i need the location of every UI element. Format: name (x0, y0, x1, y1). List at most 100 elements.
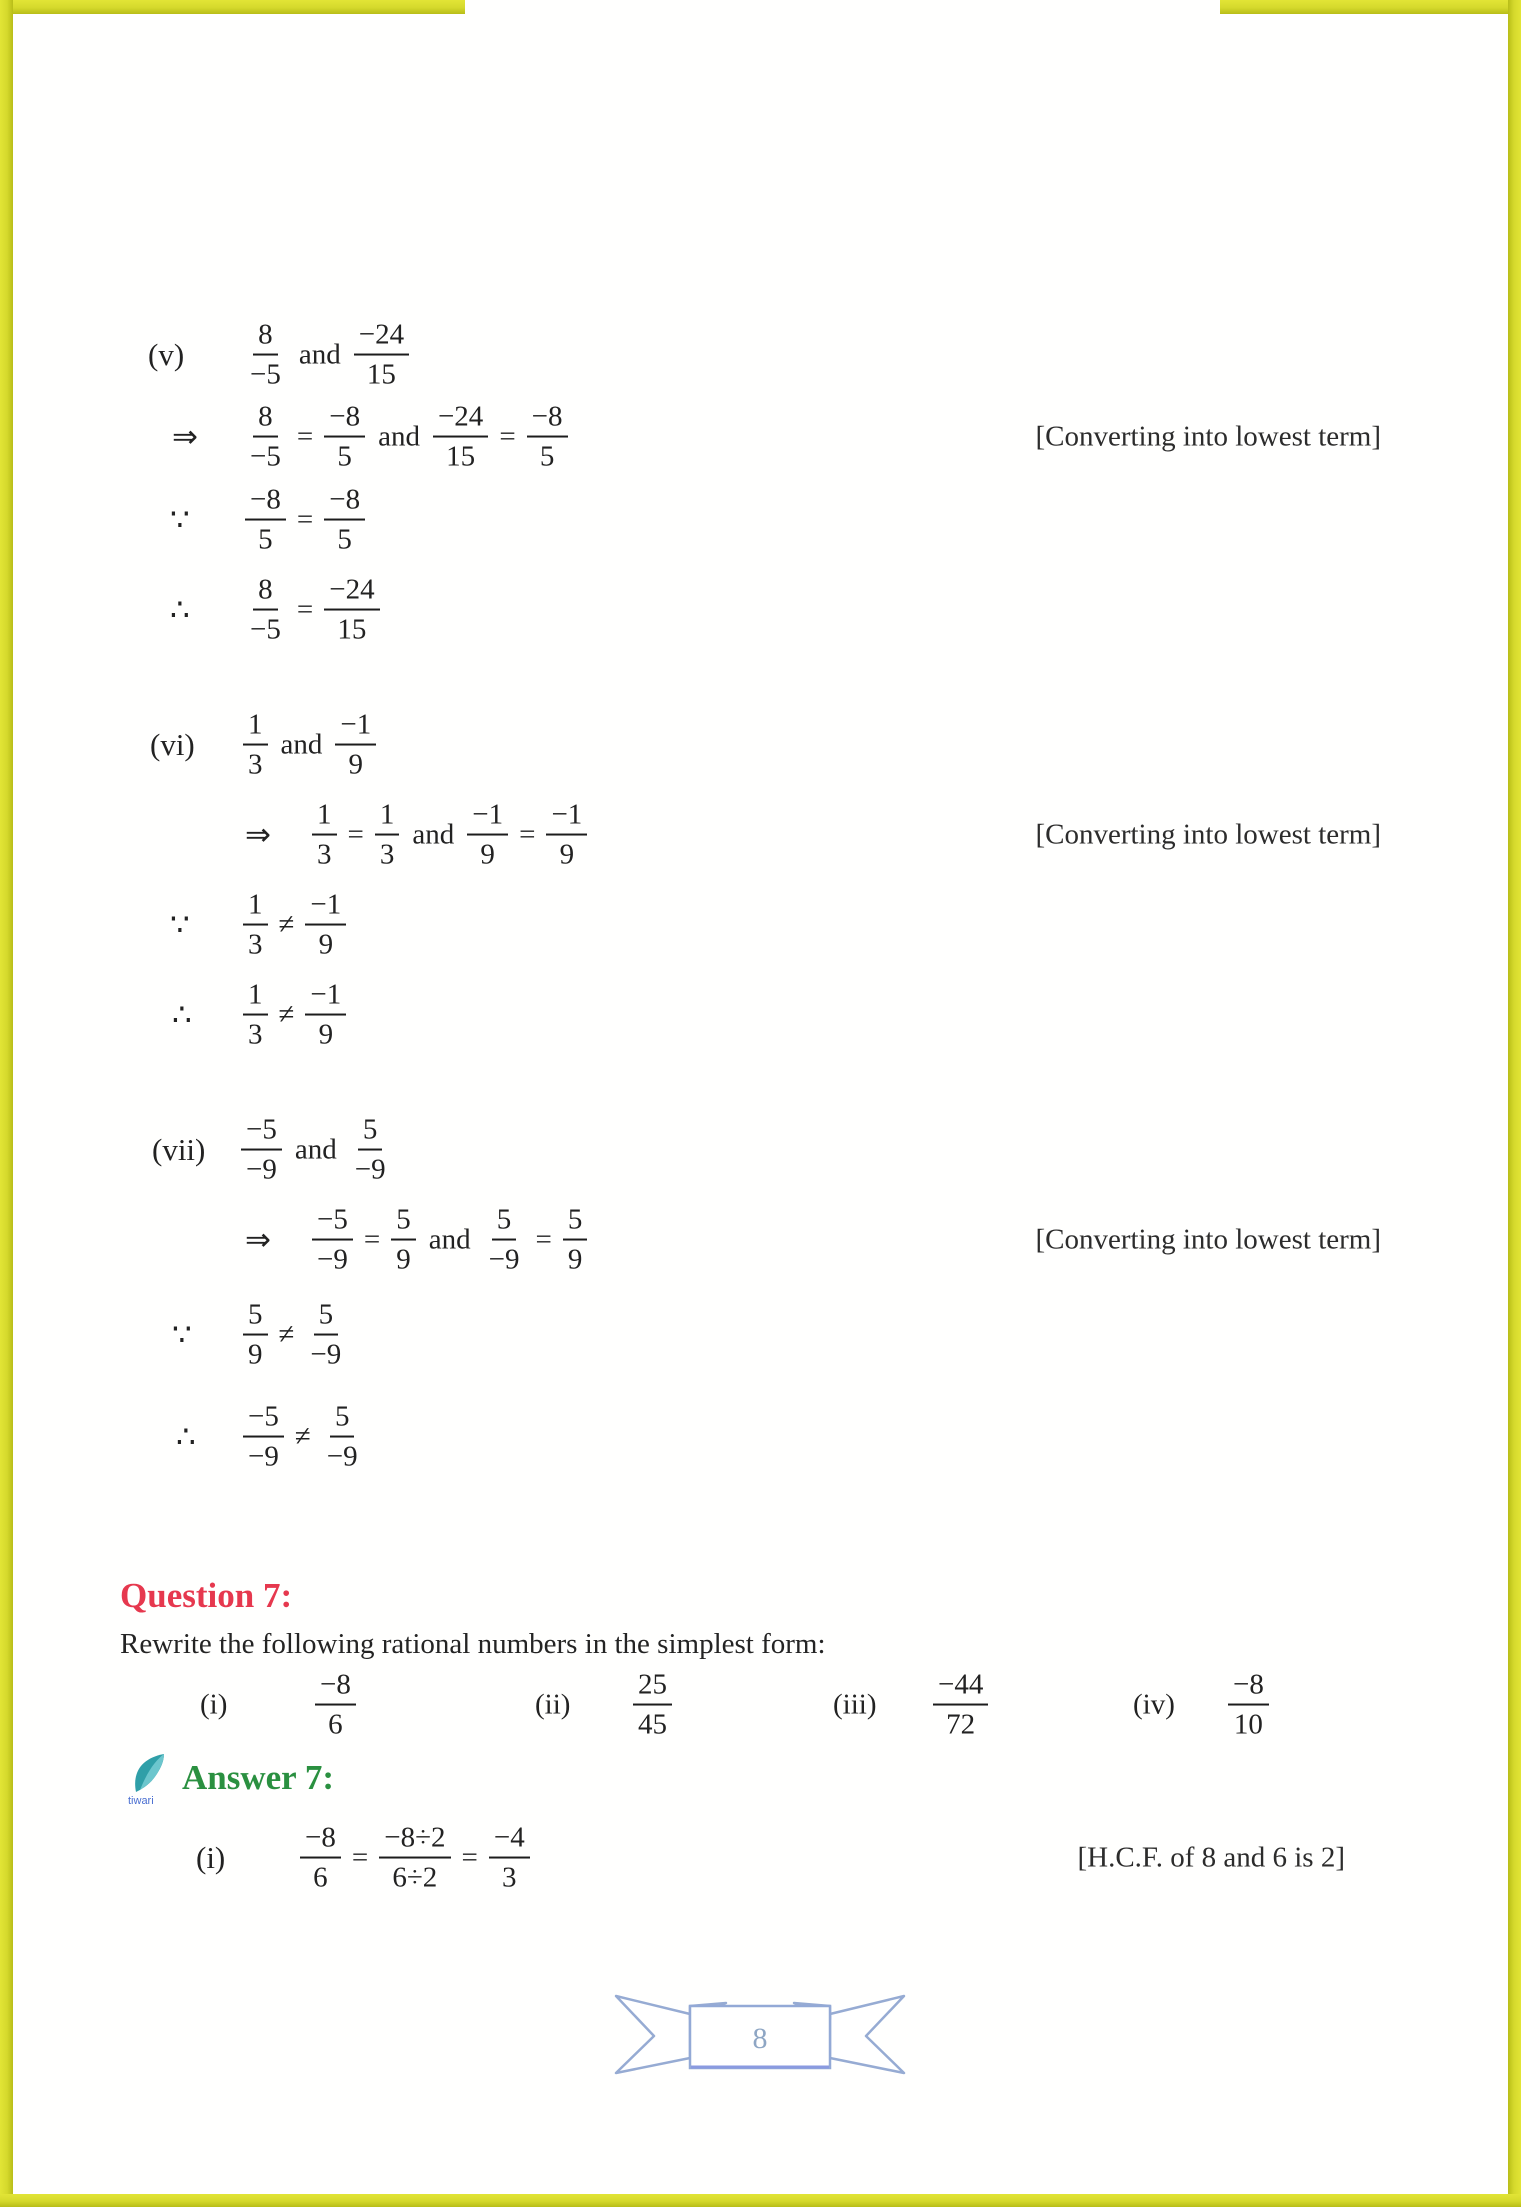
row-content: −5 −9 ≠ 5 −9 (243, 1401, 363, 1474)
fraction-denominator: 3 (502, 1862, 517, 1894)
page-border-top-left (0, 0, 465, 14)
operator: = (296, 420, 314, 453)
fraction-numerator: −5 (241, 1114, 282, 1151)
fraction-denominator: 9 (318, 1019, 334, 1051)
fraction-denominator: −5 (250, 441, 281, 473)
fraction-denominator: 3 (317, 839, 332, 871)
math-row-vi-statement: (vi) 1 3 and −1 9 (0, 703, 1521, 787)
row-content: 5 9 ≠ 5 −9 (243, 1299, 346, 1372)
word-and: and (428, 1223, 471, 1256)
question-items-row: (i) −8 6 (ii) 25 45 (iii) −44 72 (iv) −8 10 (0, 1663, 1521, 1747)
item-fraction-iii: −44 72 (933, 1669, 989, 1742)
math-row-vi-therefore: ∴ 1 3 ≠ −1 9 (0, 973, 1521, 1057)
fraction-numerator: −8÷2 (379, 1822, 451, 1859)
fraction-numerator: 5 (313, 1299, 339, 1336)
operator: = (499, 420, 516, 453)
operator: = (351, 1841, 369, 1874)
item-label-ii: (ii) (535, 1688, 571, 1721)
row-marker: ⇒ (172, 419, 198, 454)
fraction: −1 9 (305, 979, 347, 1052)
fraction-numerator: 1 (243, 979, 268, 1016)
page-border-bottom (0, 2194, 1521, 2207)
fraction: −5 −9 (312, 1204, 353, 1277)
fraction-numerator: −24 (432, 401, 489, 438)
row-content: −8 6 = −8÷2 6÷2 = −4 3 (300, 1822, 530, 1895)
item-label-i: (i) (200, 1688, 228, 1721)
note-bracket: [Converting into lowest term] (1035, 818, 1381, 851)
fraction-denominator: −9 (317, 1244, 348, 1276)
fraction: −1 9 (467, 799, 509, 872)
row-content: 1 3 and −1 9 (243, 709, 377, 782)
row-content: −5 −9 and 5 −9 (241, 1114, 391, 1187)
fraction-denominator: 10 (1233, 1709, 1263, 1741)
page-border-right (1508, 0, 1521, 2207)
row-marker: ∵ (170, 502, 190, 537)
fraction-denominator: −5 (250, 359, 281, 391)
fraction-numerator: 1 (243, 889, 268, 926)
row-marker: ⇒ (245, 817, 271, 852)
fraction-denominator: 9 (559, 839, 575, 871)
fraction-denominator: −9 (248, 1441, 279, 1473)
fraction-denominator: 9 (348, 749, 364, 781)
page-border-left (0, 0, 13, 2207)
fraction-numerator: 5 (357, 1114, 383, 1151)
fraction: 5 −9 (305, 1299, 346, 1372)
note-bracket: [Converting into lowest term] (1035, 420, 1381, 453)
fraction: −8 6 (315, 1669, 356, 1742)
row-content: 1 3 = 1 3 and −1 9 = −1 9 (312, 799, 588, 872)
fraction-numerator: 1 (243, 709, 268, 746)
row-marker: (v) (148, 337, 185, 372)
tiwari-academy-logo-icon: tiwari (128, 1754, 164, 1807)
row-marker: ∵ (172, 1317, 192, 1352)
operator: = (363, 1223, 381, 1256)
fraction-numerator: 5 (491, 1204, 517, 1241)
fraction-numerator: −44 (933, 1669, 989, 1706)
fraction: 8 −5 (245, 574, 286, 647)
fraction: −24 15 (324, 574, 380, 647)
fraction: −4 3 (488, 1822, 530, 1895)
row-content: 8 −5 and −24 15 (245, 319, 410, 392)
math-row-vii-statement: (vii) −5 −9 and 5 −9 (0, 1108, 1521, 1192)
logo-text: tiwari (128, 1795, 154, 1807)
fraction: −24 15 (432, 401, 489, 474)
row-marker: ∴ (172, 997, 192, 1032)
word-and: and (298, 338, 341, 371)
fraction: −1 9 (305, 889, 347, 962)
math-row-vii-because: ∵ 5 9 ≠ 5 −9 (0, 1293, 1521, 1377)
fraction-numerator: 5 (243, 1299, 268, 1336)
item-label-iv: (iv) (1133, 1688, 1175, 1721)
fraction-denominator: −5 (250, 614, 281, 646)
word-and: and (412, 818, 455, 851)
fraction-denominator: −9 (326, 1441, 358, 1473)
math-row-v-implies: ⇒ 8 −5 = −8 5 and −24 15 = −8 5 [Converting into low… (0, 395, 1521, 479)
fraction-denominator: 15 (337, 614, 367, 646)
fraction-denominator: 15 (366, 359, 396, 391)
item-fraction-iv: −8 10 (1228, 1669, 1269, 1742)
answer-title: Answer 7: (182, 1758, 334, 1797)
operator: = (296, 593, 314, 626)
fraction-numerator: −1 (467, 799, 509, 836)
fraction: 5 −9 (322, 1401, 363, 1474)
fraction-denominator: 9 (248, 1339, 263, 1371)
fraction-denominator: −9 (488, 1244, 520, 1276)
fraction-denominator: 5 (258, 524, 273, 556)
operator: = (347, 818, 364, 851)
row-content: −5 −9 = 5 9 and 5 −9 = 5 9 (312, 1204, 588, 1277)
math-row-answer-i: (i) −8 6 = −8÷2 6÷2 = −4 3 [H.C.F. of 8 and 6 is … (0, 1816, 1521, 1900)
fraction-numerator: 5 (329, 1401, 355, 1438)
row-marker: ∴ (170, 592, 190, 627)
fraction: −8 5 (526, 401, 568, 474)
item-label-iii: (iii) (833, 1688, 877, 1721)
fraction-denominator: −9 (310, 1339, 342, 1371)
fraction: −5 −9 (243, 1401, 284, 1474)
math-row-v-therefore: ∴ 8 −5 = −24 15 (0, 568, 1521, 652)
fraction: −8÷2 6÷2 (379, 1822, 451, 1895)
fraction-numerator: −24 (353, 319, 410, 356)
fraction-numerator: 8 (253, 401, 278, 438)
row-marker: (vii) (152, 1132, 206, 1167)
operator: ≠ (278, 908, 295, 941)
